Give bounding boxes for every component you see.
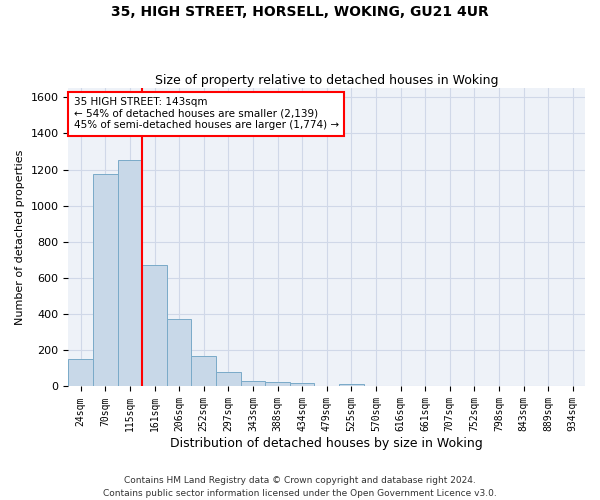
Bar	[191, 356, 216, 386]
X-axis label: Distribution of detached houses by size in Woking: Distribution of detached houses by size …	[170, 437, 483, 450]
Text: Contains HM Land Registry data © Crown copyright and database right 2024.
Contai: Contains HM Land Registry data © Crown c…	[103, 476, 497, 498]
Bar	[142, 266, 167, 386]
Text: 35, HIGH STREET, HORSELL, WOKING, GU21 4UR: 35, HIGH STREET, HORSELL, WOKING, GU21 4…	[111, 5, 489, 19]
Bar	[339, 384, 364, 386]
Y-axis label: Number of detached properties: Number of detached properties	[15, 150, 25, 325]
Bar	[241, 381, 265, 386]
Bar	[216, 372, 241, 386]
Bar	[265, 382, 290, 386]
Text: 35 HIGH STREET: 143sqm
← 54% of detached houses are smaller (2,139)
45% of semi-: 35 HIGH STREET: 143sqm ← 54% of detached…	[74, 97, 338, 130]
Bar	[118, 160, 142, 386]
Title: Size of property relative to detached houses in Woking: Size of property relative to detached ho…	[155, 74, 499, 87]
Bar	[93, 174, 118, 386]
Bar	[290, 383, 314, 386]
Bar	[167, 318, 191, 386]
Bar	[68, 360, 93, 386]
